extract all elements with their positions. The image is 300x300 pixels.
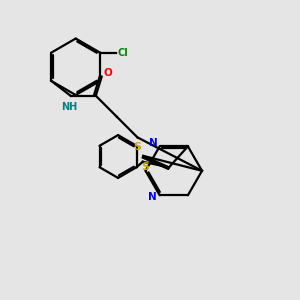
Text: N: N	[148, 138, 157, 148]
Text: O: O	[103, 68, 112, 79]
Text: Cl: Cl	[118, 48, 129, 58]
Text: S: S	[134, 142, 141, 152]
Text: S: S	[142, 162, 150, 172]
Text: NH: NH	[61, 102, 77, 112]
Text: N: N	[148, 192, 157, 202]
